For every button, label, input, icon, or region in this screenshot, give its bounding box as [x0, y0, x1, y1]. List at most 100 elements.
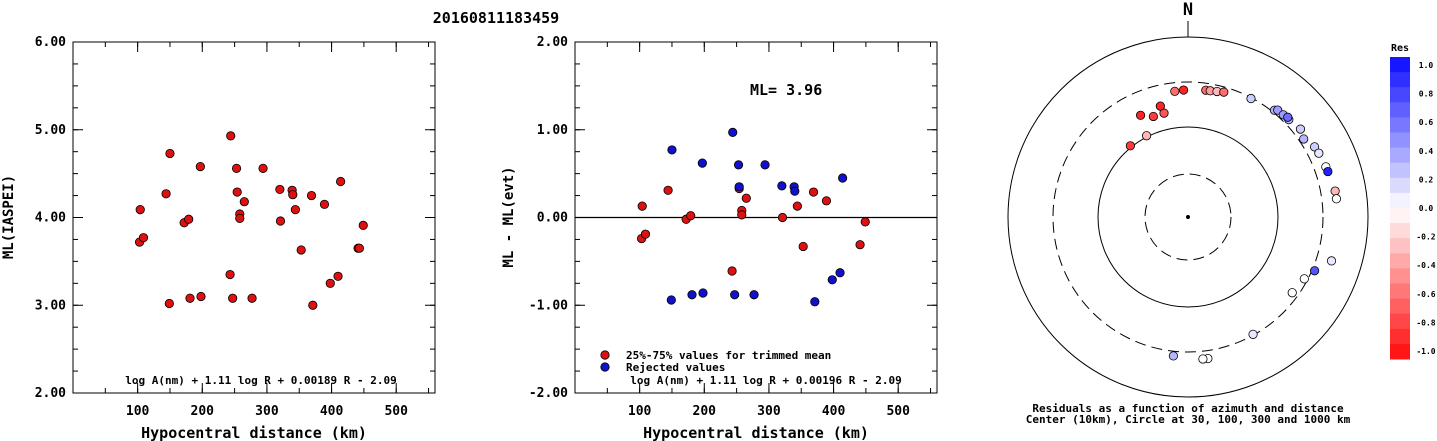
residual-point: [1219, 87, 1229, 97]
residual-point: [1323, 166, 1333, 177]
data-point: [821, 196, 832, 206]
residual-point: [1178, 85, 1189, 95]
x-tick-label: 100: [628, 404, 652, 419]
residual-point: [1314, 148, 1324, 158]
residual-point: [1246, 93, 1256, 104]
y-tick-label: 6.00: [35, 35, 66, 50]
formula-2: log A(nm) + 1.11 log R + 0.00196 R - 2.0…: [630, 374, 902, 387]
data-point: [333, 271, 343, 281]
residual-point: [1135, 110, 1146, 120]
colorbar-cell: [1390, 268, 1410, 284]
data-point: [637, 201, 647, 211]
colorbar-cell: [1390, 132, 1410, 149]
legend-marker-trimmed: [600, 350, 610, 360]
data-points-1: [134, 131, 368, 310]
residual-point: [1148, 111, 1158, 122]
colorbar-cell: [1390, 87, 1410, 103]
data-point: [228, 293, 238, 303]
data-point: [777, 181, 787, 191]
data-point: [336, 176, 346, 187]
colorbar-cell: [1390, 223, 1410, 239]
axis-ticks-2: -2.00 -1.00 0.00 1.00 2.00 100 200 300 400 500: [529, 35, 937, 419]
colorbar-cell: [1390, 208, 1410, 224]
x-tick-label: 500: [384, 404, 408, 419]
x-axis-label-2: Hypocentral distance (km): [643, 424, 869, 441]
data-point: [741, 193, 751, 203]
polar-caption-2: Center (10km), Circle at 30, 100, 300 an…: [1026, 413, 1351, 426]
y-axis-label-2: ML - ML(evt): [501, 166, 517, 267]
x-tick-label: 300: [757, 404, 781, 419]
panel-azimuth-polar: N Residuals as a function of azimuth and…: [1007, 0, 1369, 426]
data-point: [838, 173, 848, 183]
data-point: [808, 187, 819, 197]
residual-point: [1141, 131, 1152, 141]
colorbar-cell: [1390, 253, 1410, 269]
data-point: [687, 290, 697, 300]
data-point: [235, 213, 245, 223]
data-point: [749, 290, 759, 300]
data-point: [165, 148, 175, 159]
x-tick-label: 400: [320, 404, 344, 419]
y-tick-label: 4.00: [35, 211, 66, 226]
colorbar-cells: [1390, 57, 1410, 360]
residual-point: [1299, 274, 1309, 284]
data-point: [164, 298, 174, 309]
ring-1000km: [1007, 36, 1369, 398]
data-point: [810, 297, 820, 307]
data-point: [319, 199, 330, 209]
data-point: [354, 243, 364, 253]
x-tick-label: 200: [191, 404, 215, 419]
data-point: [231, 163, 242, 173]
colorbar-ticks: 1.0 0.8 0.6 0.4 0.2 0.0 -0.2 -0.4 -0.6 -0.8 -1.0: [1416, 61, 1435, 356]
data-point: [666, 295, 676, 305]
data-point: [855, 240, 865, 250]
north-label: N: [1183, 0, 1193, 20]
colorbar-cell: [1390, 117, 1410, 133]
x-axis-label-1: Hypocentral distance (km): [141, 424, 367, 441]
x-tick-label: 300: [255, 404, 279, 419]
data-point: [860, 217, 870, 227]
data-point: [185, 293, 195, 303]
data-point: [184, 214, 194, 224]
colorbar-cell: [1390, 147, 1410, 164]
data-points-3: [1125, 85, 1342, 364]
data-point: [308, 300, 318, 310]
y-tick-label: 1.00: [537, 123, 568, 138]
data-point: [698, 288, 708, 298]
data-point: [138, 233, 149, 243]
data-point: [835, 268, 845, 278]
colorbar-cell: [1390, 177, 1410, 194]
colorbar-cell: [1390, 162, 1410, 179]
y-tick-label: -2.00: [529, 386, 568, 401]
polar-caption-1: Residuals as a function of azimuth and d…: [1032, 402, 1344, 415]
data-point: [730, 290, 740, 300]
residual-point: [1159, 108, 1169, 118]
chart-title: 20160811183459: [433, 9, 559, 27]
x-tick-label: 400: [822, 404, 846, 419]
ring-100km: [1097, 126, 1279, 308]
data-point: [232, 187, 242, 197]
axis-ticks-1: 2.00 3.00 4.00 5.00 6.00 100 200 300 400 500: [35, 35, 435, 419]
colorbar: Res 1.0 0.8 0.6 0.4 0.2 0.0 -0.2 -0.4 -0.6 -0.8 -1…: [1390, 43, 1436, 360]
panel-ml-residual: -2.00 -1.00 0.00 1.00 2.00 100 200 300 400 500 ML…: [501, 35, 938, 441]
data-point: [195, 162, 205, 172]
data-point: [135, 205, 145, 215]
ring-30km: [1144, 173, 1232, 261]
colorbar-cell: [1390, 72, 1410, 88]
colorbar-cell: [1390, 313, 1410, 330]
data-point: [697, 158, 707, 168]
data-points-2: [636, 127, 870, 307]
residual-point: [1155, 101, 1165, 111]
data-point: [777, 212, 788, 223]
data-point: [760, 160, 770, 170]
data-point: [798, 241, 808, 252]
epicenter-dot: [1186, 215, 1190, 219]
y-tick-label: 2.00: [537, 35, 568, 50]
colorbar-cell: [1390, 343, 1410, 360]
formula-1: log A(nm) + 1.11 log R + 0.00189 R - 2.0…: [125, 374, 397, 387]
data-point: [640, 229, 651, 239]
residual-point: [1168, 351, 1178, 361]
colorbar-cell: [1390, 328, 1410, 345]
colorbar-cell: [1390, 192, 1410, 209]
